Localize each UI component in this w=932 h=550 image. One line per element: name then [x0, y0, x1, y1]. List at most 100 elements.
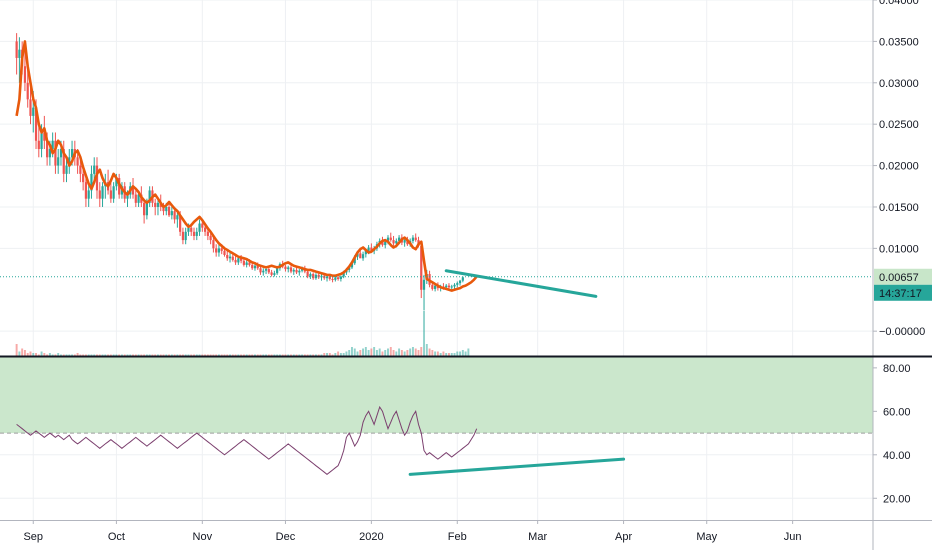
- volume-bar: [312, 354, 315, 356]
- candle-body: [450, 286, 453, 288]
- candle-body: [361, 254, 365, 259]
- volume-bar: [256, 354, 259, 356]
- volume-bar: [212, 354, 215, 356]
- volume-bar: [284, 354, 287, 356]
- candle-body: [392, 240, 395, 244]
- volume-bar: [359, 350, 362, 356]
- candle-body: [289, 267, 293, 272]
- volume-bar: [262, 354, 265, 356]
- time-tick-label: Nov: [193, 531, 213, 543]
- volume-bar: [348, 350, 351, 356]
- candle-body: [406, 240, 409, 245]
- candle-body: [245, 262, 248, 265]
- candle-body: [76, 157, 79, 166]
- volume-bar: [403, 351, 406, 356]
- volume-bar: [157, 354, 159, 356]
- candle-body: [15, 41, 18, 58]
- volume-bar: [90, 354, 93, 356]
- volume-bar: [76, 353, 79, 356]
- rsi-tick-label: 60.00: [883, 406, 911, 418]
- volume-bar: [176, 354, 179, 356]
- price-tags-layer: 0.00657 14:37:17: [874, 268, 932, 301]
- price-tick-label: 0.01000: [879, 243, 919, 255]
- candle-body: [422, 279, 426, 290]
- candle-body: [389, 237, 392, 241]
- volume-bar: [201, 354, 204, 356]
- candle-body: [370, 247, 373, 251]
- volume-bar: [118, 354, 121, 356]
- candle-body: [397, 237, 401, 241]
- volume-bar: [373, 347, 376, 356]
- volume-bar: [93, 354, 96, 356]
- volume-bar: [71, 354, 74, 356]
- volume-bar: [21, 348, 24, 356]
- volume-bar: [392, 350, 395, 356]
- candle-body: [403, 240, 406, 243]
- volume-bar: [151, 354, 154, 356]
- volume-bar: [195, 354, 198, 356]
- volume-bar: [448, 353, 450, 356]
- candle-body: [342, 272, 345, 277]
- candle-body: [339, 276, 342, 280]
- rsi-overbought-band: [0, 357, 873, 434]
- candle-body: [220, 248, 223, 251]
- candle-body: [26, 82, 29, 100]
- candle-body: [226, 254, 229, 259]
- candle-body: [212, 240, 215, 249]
- candle-body: [386, 237, 390, 242]
- volume-bar: [129, 354, 132, 356]
- volume-bar: [79, 354, 82, 356]
- volume-bar: [217, 354, 220, 356]
- volume-bar: [190, 354, 193, 356]
- candle-body: [317, 274, 320, 278]
- candle-body: [187, 227, 190, 232]
- volume-bar: [411, 347, 414, 356]
- volume-bar: [342, 353, 345, 356]
- candle-body: [62, 149, 65, 174]
- time-tick-label: Dec: [276, 531, 296, 543]
- rsi-tick-label: 80.00: [883, 363, 911, 375]
- candle-body: [70, 149, 74, 158]
- candle-body: [292, 269, 295, 272]
- candle-body: [29, 99, 32, 116]
- volume-bar: [46, 354, 49, 356]
- volume-bar: [270, 354, 273, 356]
- volume-bar: [134, 354, 137, 356]
- volume-bar: [314, 354, 317, 356]
- volume-bar: [107, 354, 110, 356]
- volume-bar: [295, 354, 298, 356]
- candle-body: [98, 190, 101, 199]
- candle-body: [112, 186, 115, 199]
- time-tick-label: 2020: [359, 531, 383, 543]
- volume-bar: [37, 354, 40, 356]
- volume-bar: [242, 354, 245, 356]
- volume-bar: [464, 351, 467, 356]
- volume-bar: [143, 354, 146, 356]
- volume-layer: [15, 311, 470, 356]
- candle-body: [93, 165, 96, 174]
- volume-bar: [145, 354, 148, 356]
- candle-body: [359, 253, 362, 259]
- volume-bar: [423, 311, 425, 356]
- volume-bar: [281, 354, 284, 356]
- candle-body: [334, 277, 337, 280]
- candle-body: [453, 284, 456, 287]
- volume-bar: [62, 354, 65, 356]
- countdown-tag: [874, 284, 932, 301]
- candle-body: [262, 270, 265, 273]
- candle-body: [328, 276, 331, 280]
- volume-bar: [198, 354, 201, 356]
- volume-bar: [431, 350, 434, 356]
- candle-body: [242, 260, 245, 265]
- candle-body: [126, 194, 129, 199]
- candle-body: [434, 285, 437, 289]
- candle-body: [298, 270, 301, 273]
- candle-body: [181, 231, 185, 241]
- volume-bar: [82, 354, 85, 356]
- volume-bar: [132, 354, 134, 356]
- candle-body: [82, 173, 85, 183]
- candles-layer: [15, 33, 464, 311]
- volume-bar: [104, 354, 107, 356]
- volume-bar: [453, 353, 456, 356]
